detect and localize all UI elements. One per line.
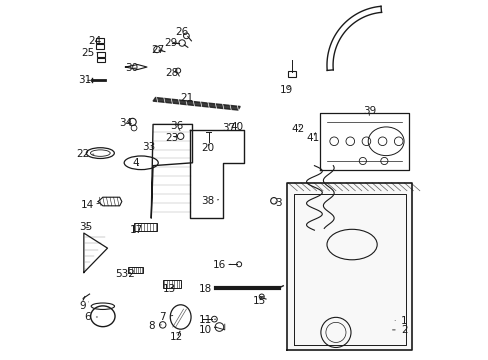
Text: 18: 18 (198, 284, 215, 294)
Text: 14: 14 (81, 200, 99, 210)
Bar (97, 52, 105, 57)
Text: 22: 22 (76, 149, 94, 159)
Text: 41: 41 (306, 133, 319, 143)
Text: 1: 1 (394, 316, 407, 325)
Text: 36: 36 (170, 121, 183, 131)
Text: 10: 10 (198, 325, 216, 334)
Bar (96, 38, 103, 43)
Text: 3: 3 (275, 198, 281, 208)
Bar (287, 71, 296, 77)
Text: 20: 20 (201, 143, 214, 153)
Text: 23: 23 (165, 133, 178, 143)
Text: 6: 6 (84, 312, 97, 322)
Text: 24: 24 (88, 36, 101, 46)
Text: 2: 2 (392, 325, 407, 335)
Bar (96, 44, 103, 49)
Text: 11: 11 (198, 315, 215, 325)
Text: 13: 13 (162, 284, 176, 294)
Text: 27: 27 (151, 45, 164, 55)
Text: 40: 40 (229, 122, 243, 132)
Polygon shape (286, 183, 411, 350)
Bar (134, 223, 157, 231)
Text: 9: 9 (79, 301, 88, 311)
Text: 17: 17 (129, 225, 142, 235)
Bar (163, 280, 180, 288)
Text: 42: 42 (290, 124, 304, 134)
Text: 26: 26 (175, 27, 188, 37)
Bar (128, 267, 142, 273)
Text: 16: 16 (212, 260, 230, 270)
Text: 21: 21 (180, 93, 193, 103)
Text: 25: 25 (81, 48, 98, 58)
Text: 12: 12 (169, 332, 183, 342)
Text: 7: 7 (159, 312, 172, 322)
Text: 532: 532 (115, 269, 135, 279)
Text: 34: 34 (119, 118, 132, 128)
Text: 15: 15 (252, 296, 265, 306)
Text: 29: 29 (164, 38, 177, 48)
Text: 19: 19 (280, 85, 293, 95)
Text: 39: 39 (362, 106, 375, 116)
Text: 33: 33 (142, 142, 155, 152)
Text: 31: 31 (78, 75, 91, 85)
Polygon shape (153, 98, 240, 110)
Text: 38: 38 (201, 196, 218, 206)
Text: 35: 35 (79, 222, 92, 232)
Text: 4: 4 (132, 158, 139, 168)
Text: 30: 30 (125, 63, 138, 73)
Text: 28: 28 (165, 68, 178, 78)
Bar (97, 58, 105, 62)
Text: 8: 8 (148, 321, 161, 331)
Text: 37: 37 (221, 123, 235, 133)
